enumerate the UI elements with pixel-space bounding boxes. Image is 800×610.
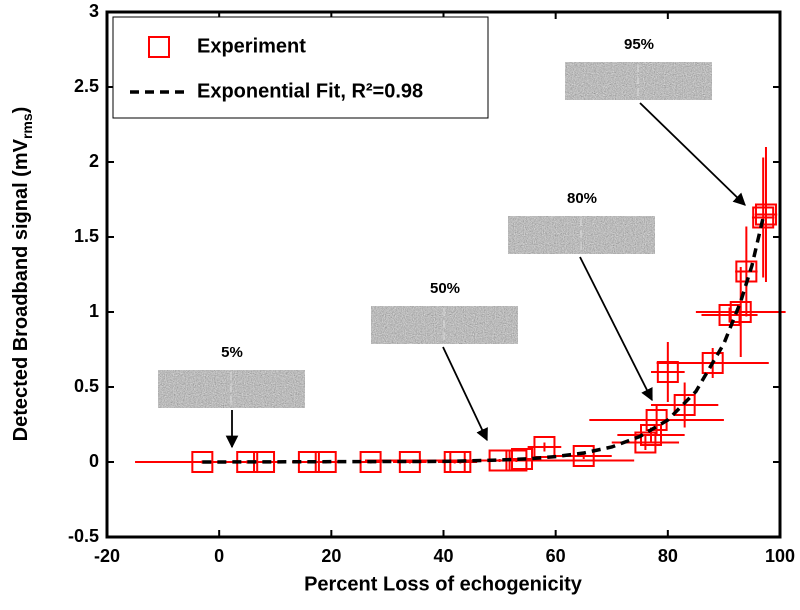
y-label-tail: )	[10, 107, 32, 114]
plot-frame	[105, 10, 782, 539]
annotation: 80%	[567, 190, 597, 207]
x-tick-label: 20	[321, 546, 341, 566]
y-axis-label: Detected Broadband signal (mVrms)	[10, 107, 34, 442]
y-tick-label: 3	[89, 1, 99, 21]
y-label-text: Detected Broadband signal (mV	[10, 138, 32, 441]
legend-label: Exponential Fit, R²=0.98	[197, 80, 423, 102]
data-point	[752, 206, 775, 229]
y-tick-label: 2.5	[74, 76, 99, 96]
data-point	[572, 445, 595, 467]
y-tick-label: 0	[89, 451, 99, 471]
annotation: 95%	[624, 36, 654, 53]
y-tick-label: -0.5	[68, 526, 99, 546]
legend-label: Experiment	[197, 35, 306, 57]
x-tick-label: -20	[94, 546, 120, 566]
data-point	[533, 436, 556, 458]
x-tick-label: 100	[765, 546, 795, 566]
y-tick-label: 0.5	[74, 376, 99, 396]
x-axis-label: Percent Loss of echogenicity	[304, 573, 583, 595]
y-tick-label: 1	[89, 301, 99, 321]
data-point	[673, 394, 696, 416]
data-point	[634, 431, 657, 454]
x-tick-label: 80	[658, 546, 678, 566]
y-label-sub: rms	[19, 113, 35, 139]
fit-line	[202, 217, 765, 464]
annotation-arrow	[442, 346, 488, 442]
x-tick-label: 0	[214, 546, 224, 566]
x-tick-label: 40	[433, 546, 453, 566]
data-point	[754, 203, 777, 226]
y-tick-label: 1.5	[74, 226, 99, 246]
data-point	[701, 352, 724, 374]
data-point	[729, 301, 752, 323]
y-tick-label: 2	[89, 151, 99, 171]
x-tick-label: 60	[546, 546, 566, 566]
legend-box	[112, 16, 489, 119]
data-point	[191, 451, 214, 473]
legend-marker	[148, 36, 170, 58]
data-point	[511, 448, 534, 470]
annotation: 5%	[221, 344, 243, 361]
data-point	[656, 361, 679, 383]
annotation: 50%	[430, 280, 460, 297]
annotation-arrow	[579, 256, 653, 402]
annotation-arrow	[639, 102, 746, 206]
